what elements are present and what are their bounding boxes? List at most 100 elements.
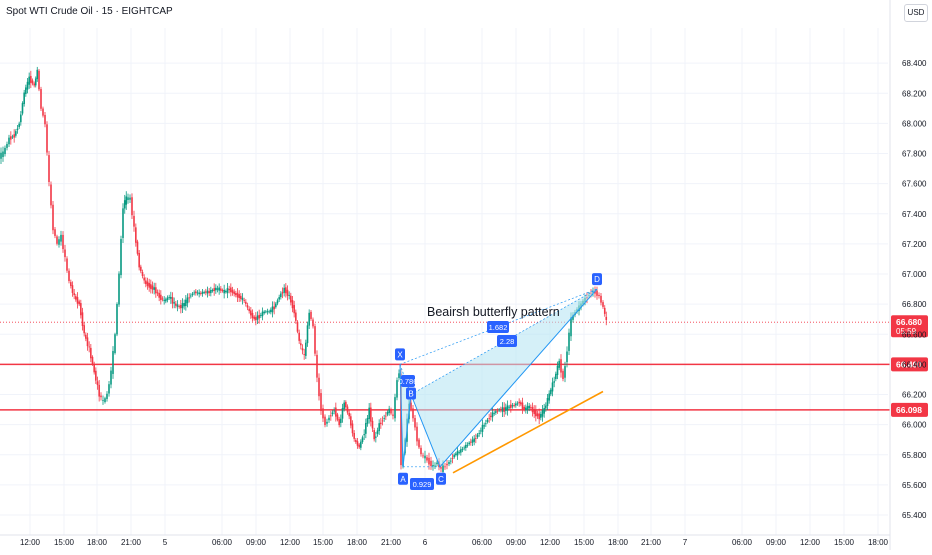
candle-body [566,351,568,363]
y-tick-label: 68.200 [902,89,927,98]
candle-body [243,300,245,301]
candle-body [505,407,507,411]
pattern-triangle-bcd [411,289,597,467]
candle-body [485,423,487,425]
candle-body [240,295,242,299]
candle-body [493,412,495,414]
candle-body [500,409,502,411]
candle-body [440,467,442,469]
candle-body [350,416,352,426]
x-tick-label: 6 [423,538,428,547]
candle-body [255,317,257,321]
candle-body [603,307,606,314]
candle-body [531,406,534,413]
candle-body [345,401,347,408]
candle-body [520,402,522,405]
candle-body [436,462,438,465]
candle-body [394,397,396,419]
candle-body [398,373,400,379]
candle-body [471,439,474,443]
current-price-label: 66.680 [896,317,922,327]
candle-body [265,311,267,313]
candle-body [75,296,77,300]
candle-body [68,270,70,282]
candle-body [160,294,162,300]
candle-body [220,288,222,291]
candle-body [135,227,137,243]
candle-body [545,405,547,409]
candle-body [196,292,199,294]
candle-body [210,290,212,294]
candle-body [523,406,525,410]
candle-body [143,277,145,281]
candle-body [16,128,19,131]
candle-body [195,291,197,294]
candle-body [381,420,384,422]
pattern-ratio-badge [497,335,517,347]
candle-body [392,414,394,416]
candle-body [310,311,312,319]
candle-body [322,408,324,419]
candle-body [25,87,27,95]
candle-body [525,407,527,411]
candle-body [138,253,140,268]
candle-body [366,417,369,424]
candle-body [376,430,379,434]
candle-body [506,405,509,411]
candle-body [370,407,372,422]
candle-body [390,409,392,414]
x-tick-label: 12:00 [800,538,821,547]
y-tick-label: 67.400 [902,210,927,219]
x-tick-label: 15:00 [313,538,334,547]
candle-body [548,393,550,401]
candle-body [78,301,80,305]
candle-body [396,380,398,398]
candle-body [428,457,430,465]
candle-body [412,408,414,419]
candle-body [560,359,562,373]
x-tick-label: 06:00 [212,538,233,547]
candle-body [418,439,420,448]
candle-body [108,384,110,394]
candle-body [151,285,154,290]
candle-body [238,294,240,299]
candle-body [416,426,418,442]
candle-body [453,454,455,458]
candle-body [33,83,35,86]
candle-body [518,401,520,404]
x-tick-label: 09:00 [246,538,267,547]
candle-body [280,293,282,298]
candle-body [283,287,285,293]
candle-body [535,410,537,417]
x-tick-label: 18:00 [347,538,368,547]
currency-button[interactable]: USD [904,4,928,22]
candle-body [0,152,2,159]
y-tick-label: 65.400 [902,511,927,520]
candle-body [400,373,402,466]
candle-body [288,295,290,296]
candle-body [314,326,316,354]
y-tick-label: 68.000 [902,119,927,128]
candle-body [201,291,204,294]
candle-body [18,123,20,128]
candle-body [515,403,517,406]
candle-body [476,434,479,438]
pattern-name-label: Beairsh butterfly pattern [427,305,560,319]
candle-body [501,407,504,412]
candle-body [513,405,515,406]
candle-body [564,366,566,378]
candle-body [426,457,428,461]
candle-body [281,292,284,294]
candle-body [386,412,389,415]
candle-body [328,417,330,421]
candle-body [171,297,174,304]
x-tick-label: 18:00 [87,538,108,547]
candle-body [351,423,354,434]
candle-body [206,290,209,294]
candle-body [104,398,106,403]
candle-body [66,258,68,271]
candle-body [6,144,8,148]
x-tick-label: 12:00 [20,538,41,547]
candle-body [150,284,152,289]
